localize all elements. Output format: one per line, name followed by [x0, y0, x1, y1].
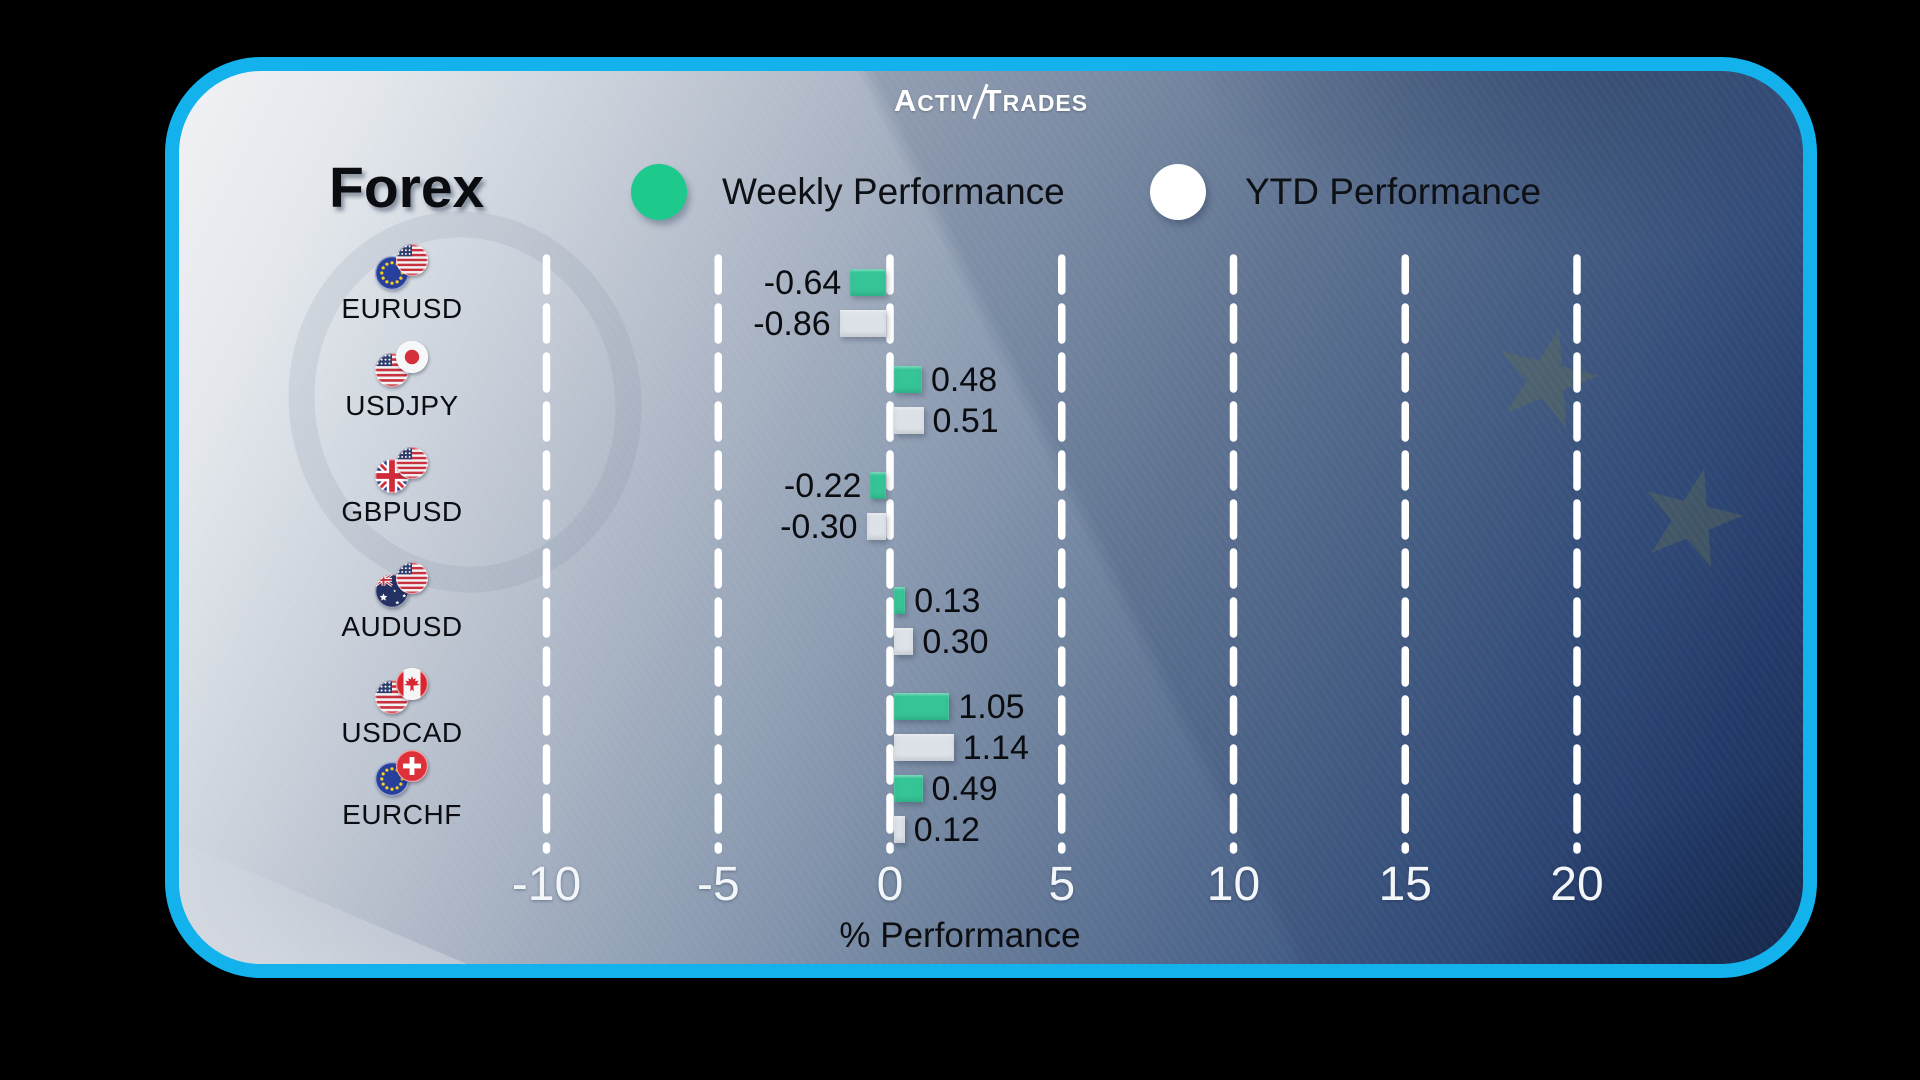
bar-value-label: 1.14	[962, 729, 1029, 767]
bar-weekly-EURCHF	[894, 775, 923, 802]
bar-weekly-AUDUSD	[894, 587, 906, 614]
banknote-edge-decoration	[179, 71, 1803, 964]
background-gradient	[179, 71, 1803, 964]
bar-ytd-USDJPY	[894, 407, 924, 434]
pair-label-USDJPY: USDJPY	[345, 390, 459, 421]
bar-value-label: 0.30	[922, 623, 989, 661]
ch-flag-icon	[396, 750, 428, 782]
logo-letter: T	[982, 83, 1003, 118]
pair-flags-GBPUSD	[375, 447, 431, 495]
bar-ytd-GBPUSD	[866, 513, 886, 540]
weekly-legend-dot-icon	[631, 164, 687, 220]
bar-weekly-USDJPY	[894, 366, 922, 393]
tick-label-5: 5	[1048, 858, 1076, 911]
activtrades-logo: A CTIV T RADES	[179, 83, 1803, 120]
tick-label-10: 10	[1206, 858, 1261, 911]
bar-value-label: -0.22	[783, 467, 862, 505]
bar-weekly-GBPUSD	[870, 472, 886, 499]
pair-flags-EURCHF	[375, 750, 431, 798]
tick-label--10: -10	[511, 858, 582, 911]
ytd-legend-label: YTD Performance	[1245, 171, 1542, 212]
tick-label-15: 15	[1378, 858, 1432, 911]
bar-ytd-EURUSD	[839, 310, 886, 337]
pair-label-EURUSD: EURUSD	[341, 293, 463, 324]
us-flag-icon	[396, 244, 428, 276]
bar-value-label: 1.05	[958, 688, 1025, 726]
pair-label-USDCAD: USDCAD	[341, 717, 463, 748]
bar-value-label: 0.48	[931, 361, 998, 399]
pair-flags-EURUSD	[375, 244, 431, 292]
tick-label-0: 0	[876, 858, 904, 911]
ytd-legend-dot-icon	[1150, 164, 1206, 220]
bar-value-label: 0.12	[913, 811, 980, 849]
pair-label-GBPUSD: GBPUSD	[341, 496, 463, 527]
bar-weekly-USDCAD	[894, 693, 950, 720]
ca-flag-icon	[396, 668, 428, 700]
bar-value-label: 0.51	[932, 402, 999, 440]
bar-ytd-AUDUSD	[894, 628, 914, 655]
pair-label-AUDUSD: AUDUSD	[341, 611, 463, 642]
jp-flag-icon	[396, 341, 428, 373]
bar-value-label: 0.49	[931, 770, 998, 808]
texture-overlay	[179, 71, 1803, 964]
bar-value-label: -0.64	[763, 264, 842, 302]
pair-flags-USDJPY	[375, 341, 431, 389]
us-flag-icon	[396, 447, 428, 479]
bar-value-label: -0.86	[753, 305, 831, 343]
performance-chart: -10 -5 0 5 10 15 20 EURUSD -0.64 -0.86 USDJPY 0.4…	[179, 71, 1803, 964]
bar-value-label: -0.30	[780, 508, 858, 546]
bar-ytd-USDCAD	[894, 734, 954, 761]
x-axis-label: % Performance	[839, 916, 1081, 955]
bar-weekly-EURUSD	[850, 269, 886, 296]
pair-flags-AUDUSD	[375, 562, 431, 610]
bar-ytd-EURCHF	[894, 816, 905, 843]
bar-value-label: 0.13	[914, 582, 981, 620]
tick-label--5: -5	[696, 858, 740, 911]
gridlines-layer	[542, 254, 1581, 854]
page-title: Forex	[329, 156, 485, 220]
pair-label-EURCHF: EURCHF	[342, 799, 462, 830]
us-flag-icon	[396, 562, 428, 594]
logo-letter: A	[893, 83, 918, 118]
weekly-legend-label: Weekly Performance	[722, 171, 1065, 212]
logo-word: RADES	[1002, 90, 1089, 116]
pair-flags-USDCAD	[375, 668, 431, 716]
logo-word: CTIV	[917, 90, 974, 116]
tick-label-20: 20	[1550, 858, 1604, 911]
